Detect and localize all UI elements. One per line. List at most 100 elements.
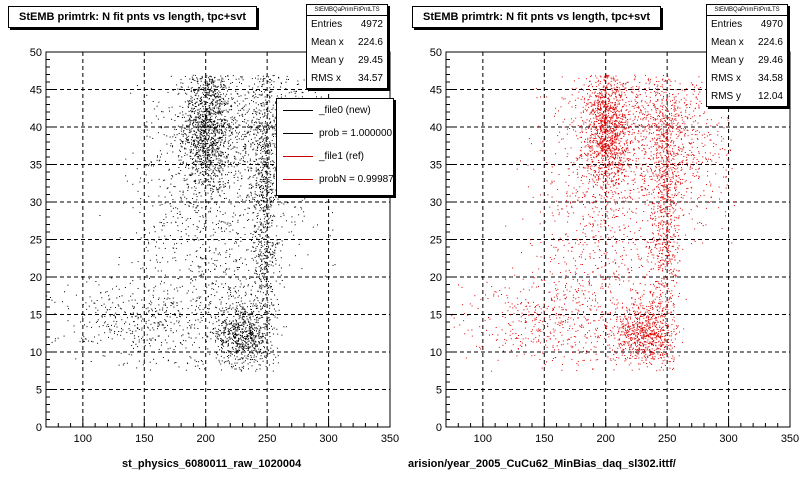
scatter-point (161, 281, 162, 282)
scatter-point (256, 130, 257, 131)
scatter-point (286, 220, 287, 221)
scatter-point (262, 246, 263, 247)
scatter-point (199, 111, 200, 112)
scatter-point (155, 286, 156, 287)
scatter-point (258, 79, 259, 80)
scatter-point (244, 311, 245, 312)
scatter-point (233, 328, 234, 329)
scatter-point (175, 257, 176, 258)
scatter-point (115, 307, 116, 308)
scatter-point (206, 133, 207, 134)
scatter-point (240, 286, 241, 287)
scatter-point (237, 113, 238, 114)
scatter-point (278, 78, 279, 79)
scatter-point (256, 351, 257, 352)
scatter-point (211, 258, 212, 259)
scatter-point (188, 101, 189, 102)
scatter-point (251, 100, 252, 101)
scatter-point (219, 103, 220, 104)
scatter-point (246, 250, 247, 251)
scatter-point (243, 101, 244, 102)
scatter-point (255, 257, 256, 258)
scatter-point (276, 226, 277, 227)
scatter-point (114, 333, 115, 334)
scatter-point (237, 335, 238, 336)
scatter-point (186, 165, 187, 166)
scatter-point (194, 360, 195, 361)
scatter-point (270, 283, 271, 284)
scatter-point (231, 322, 232, 323)
scatter-point (229, 307, 230, 308)
scatter-point (242, 342, 243, 343)
scatter-point (253, 101, 254, 102)
scatter-point (264, 106, 265, 107)
scatter-point (179, 325, 180, 326)
scatter-point (229, 268, 230, 269)
scatter-point (259, 274, 260, 275)
scatter-point (218, 182, 219, 183)
scatter-point (213, 323, 214, 324)
scatter-point (581, 142, 582, 143)
scatter-point (273, 161, 274, 162)
scatter-point (214, 89, 215, 90)
scatter-point (253, 341, 254, 342)
scatter-point (244, 161, 245, 162)
scatter-point (183, 115, 184, 116)
scatter-point (244, 356, 245, 357)
scatter-point (238, 197, 239, 198)
legend-swatch (283, 179, 313, 180)
scatter-point (196, 337, 197, 338)
scatter-point (271, 326, 272, 327)
scatter-point (240, 325, 241, 326)
scatter-point (166, 217, 167, 218)
scatter-point (262, 333, 263, 334)
scatter-point (252, 197, 253, 198)
scatter-point (271, 225, 272, 226)
scatter-point (166, 311, 167, 312)
scatter-point (246, 197, 247, 198)
scatter-point (225, 337, 226, 338)
scatter-point (245, 329, 246, 330)
scatter-point (243, 146, 244, 147)
scatter-point (251, 311, 252, 312)
scatter-point (273, 197, 274, 198)
scatter-point (233, 349, 234, 350)
scatter-point (203, 84, 204, 85)
scatter-point (264, 113, 265, 114)
scatter-point (239, 138, 240, 139)
scatter-point (213, 131, 214, 132)
scatter-point (265, 90, 266, 91)
scatter-point (262, 191, 263, 192)
scatter-point (255, 155, 256, 156)
scatter-point (140, 204, 141, 205)
scatter-point (210, 271, 211, 272)
scatter-point (141, 300, 142, 301)
scatter-point (238, 334, 239, 335)
scatter-point (210, 145, 211, 146)
scatter-point (255, 270, 256, 271)
scatter-point (140, 268, 141, 269)
scatter-point (197, 112, 198, 113)
scatter-point (261, 204, 262, 205)
scatter-point (137, 313, 138, 314)
scatter-point (205, 79, 206, 80)
scatter-point (289, 265, 290, 266)
scatter-point (211, 133, 212, 134)
scatter-point (209, 129, 210, 130)
scatter-point (171, 211, 172, 212)
scatter-point (223, 328, 224, 329)
scatter-point (235, 333, 236, 334)
scatter-point (202, 162, 203, 163)
scatter-point (218, 100, 219, 101)
scatter-point (187, 100, 188, 101)
scatter-point (266, 143, 267, 144)
scatter-point (248, 208, 249, 209)
scatter-point (274, 121, 275, 122)
scatter-point (261, 182, 262, 183)
scatter-point (231, 309, 232, 310)
scatter-point (58, 338, 59, 339)
scatter-point (190, 175, 191, 176)
scatter-point (211, 121, 212, 122)
scatter-point (180, 151, 181, 152)
scatter-point (256, 102, 257, 103)
